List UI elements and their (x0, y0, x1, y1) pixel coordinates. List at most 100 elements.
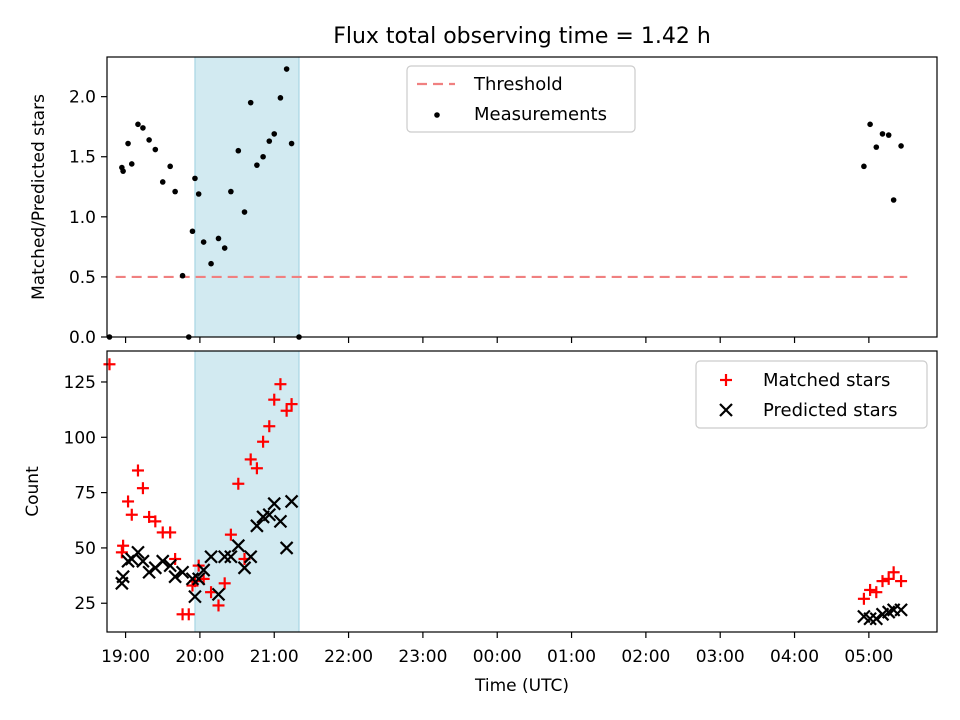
predicted-star-point (163, 558, 177, 573)
legend-measurements-label: Measurements (474, 104, 607, 125)
measurement-point (221, 245, 228, 251)
predicted-star-point (250, 519, 264, 533)
predicted-star-point (188, 589, 202, 604)
measurement-point (128, 161, 135, 167)
measurement-point (885, 132, 892, 138)
predicted-star-point (191, 572, 206, 586)
matched-star-point (122, 495, 135, 508)
y-tick-label: 0.0 (69, 328, 96, 348)
measurement-point (271, 131, 278, 137)
matched-star-point (218, 577, 231, 590)
legend-predicted-label: Predicted stars (763, 400, 897, 421)
matched-star-point (182, 608, 195, 621)
matched-star-point (274, 378, 287, 391)
measurement-point (890, 197, 897, 203)
matched-star-point (250, 462, 263, 475)
measurement-point (208, 260, 214, 267)
x-tick-label: 02:00 (621, 647, 670, 667)
matched-star-point (164, 526, 177, 539)
highlight-interval (194, 350, 300, 633)
x-tick-label: 00:00 (473, 647, 522, 667)
legend-predicted-swatch (719, 403, 733, 417)
matched-star-point (882, 572, 895, 585)
ratio-panel: 0.00.51.01.52.0 Matched/Predicted stars … (29, 56, 938, 348)
predicted-star-point (196, 563, 211, 577)
matched-star-point (280, 404, 293, 417)
matched-star-point (149, 515, 162, 528)
legend-box (406, 65, 636, 133)
measurement-point (135, 121, 141, 128)
matched-star-point (263, 420, 276, 433)
matched-star-point (169, 552, 182, 565)
count-plot-frame (106, 350, 938, 633)
predicted-star-point (224, 549, 238, 564)
predicted-star-point (175, 565, 190, 580)
predicted-star-point (284, 494, 299, 509)
measurement-point (189, 228, 196, 235)
predicted-star-point (863, 611, 877, 626)
count-panel: 25 50 75 100 125 19:00 20:00 21:00 22:00 23:00 00… (23, 350, 938, 696)
measurement-point (195, 191, 202, 197)
y-tick-label: 125 (64, 373, 96, 393)
measurement-point (266, 138, 273, 144)
legend-matched-label: Matched stars (763, 370, 890, 391)
y-tick-label: 2.0 (69, 88, 96, 108)
y-tick-label: 100 (64, 428, 96, 448)
measurement-point (159, 179, 166, 185)
predicted-star-point (185, 572, 200, 586)
legend-count: Matched stars Predicted stars (695, 360, 928, 429)
measurement-point (192, 175, 198, 182)
measurement-point (288, 140, 295, 147)
predicted-star-point (155, 554, 170, 568)
y-tick-label: 50 (74, 539, 96, 559)
predicted-star-point (211, 587, 226, 602)
matched-star-point (268, 393, 281, 406)
measurement-point (167, 163, 173, 170)
predicted-star-point (894, 603, 908, 617)
matched-star-point (232, 477, 245, 490)
matched-star-point (876, 575, 889, 588)
matched-star-point (131, 464, 144, 477)
matched-star-point (125, 508, 138, 521)
measurement-point (146, 137, 152, 143)
measurement-point (254, 162, 260, 168)
matched-star-point (224, 528, 237, 541)
y-axis-label-ratio: Matched/Predicted stars (29, 94, 49, 300)
predicted-star-point (204, 549, 218, 564)
matched-star-point (117, 539, 130, 552)
matched-star-point (103, 358, 116, 371)
x-axis-label: Time (UTC) (474, 676, 569, 696)
x-tick-label: 21:00 (250, 647, 299, 667)
matched-star-point (887, 566, 900, 579)
measurement-point (898, 143, 904, 149)
measurement-point (861, 163, 867, 170)
matched-star-point (895, 575, 908, 588)
measurement-point (235, 147, 242, 154)
measurement-point (172, 188, 178, 195)
measurement-point (140, 125, 146, 131)
matched-star-point (136, 482, 149, 495)
matched-star-point (857, 592, 870, 605)
measurement-point (247, 99, 254, 106)
matched-star-point (285, 398, 298, 411)
x-tick-label: 04:00 (770, 647, 819, 667)
predicted-star-point (267, 496, 282, 511)
matched-star-point (244, 453, 257, 466)
matched-star-point (257, 435, 270, 448)
legend-matched-swatch (720, 374, 732, 386)
measurement-point (120, 168, 126, 174)
predicted-star-point (262, 507, 277, 522)
y-tick-label: 75 (74, 484, 96, 504)
measurement-point (241, 209, 248, 215)
matched-star-point (864, 583, 877, 596)
measurement-point (277, 95, 284, 101)
predicted-star-point (869, 611, 884, 626)
x-tick-label: 19:00 (101, 647, 150, 667)
legend-box (695, 360, 928, 429)
measurement-point (879, 131, 886, 137)
x-tick-label: 05:00 (844, 647, 893, 667)
matched-star-point (870, 586, 883, 599)
measurement-point (179, 272, 186, 279)
